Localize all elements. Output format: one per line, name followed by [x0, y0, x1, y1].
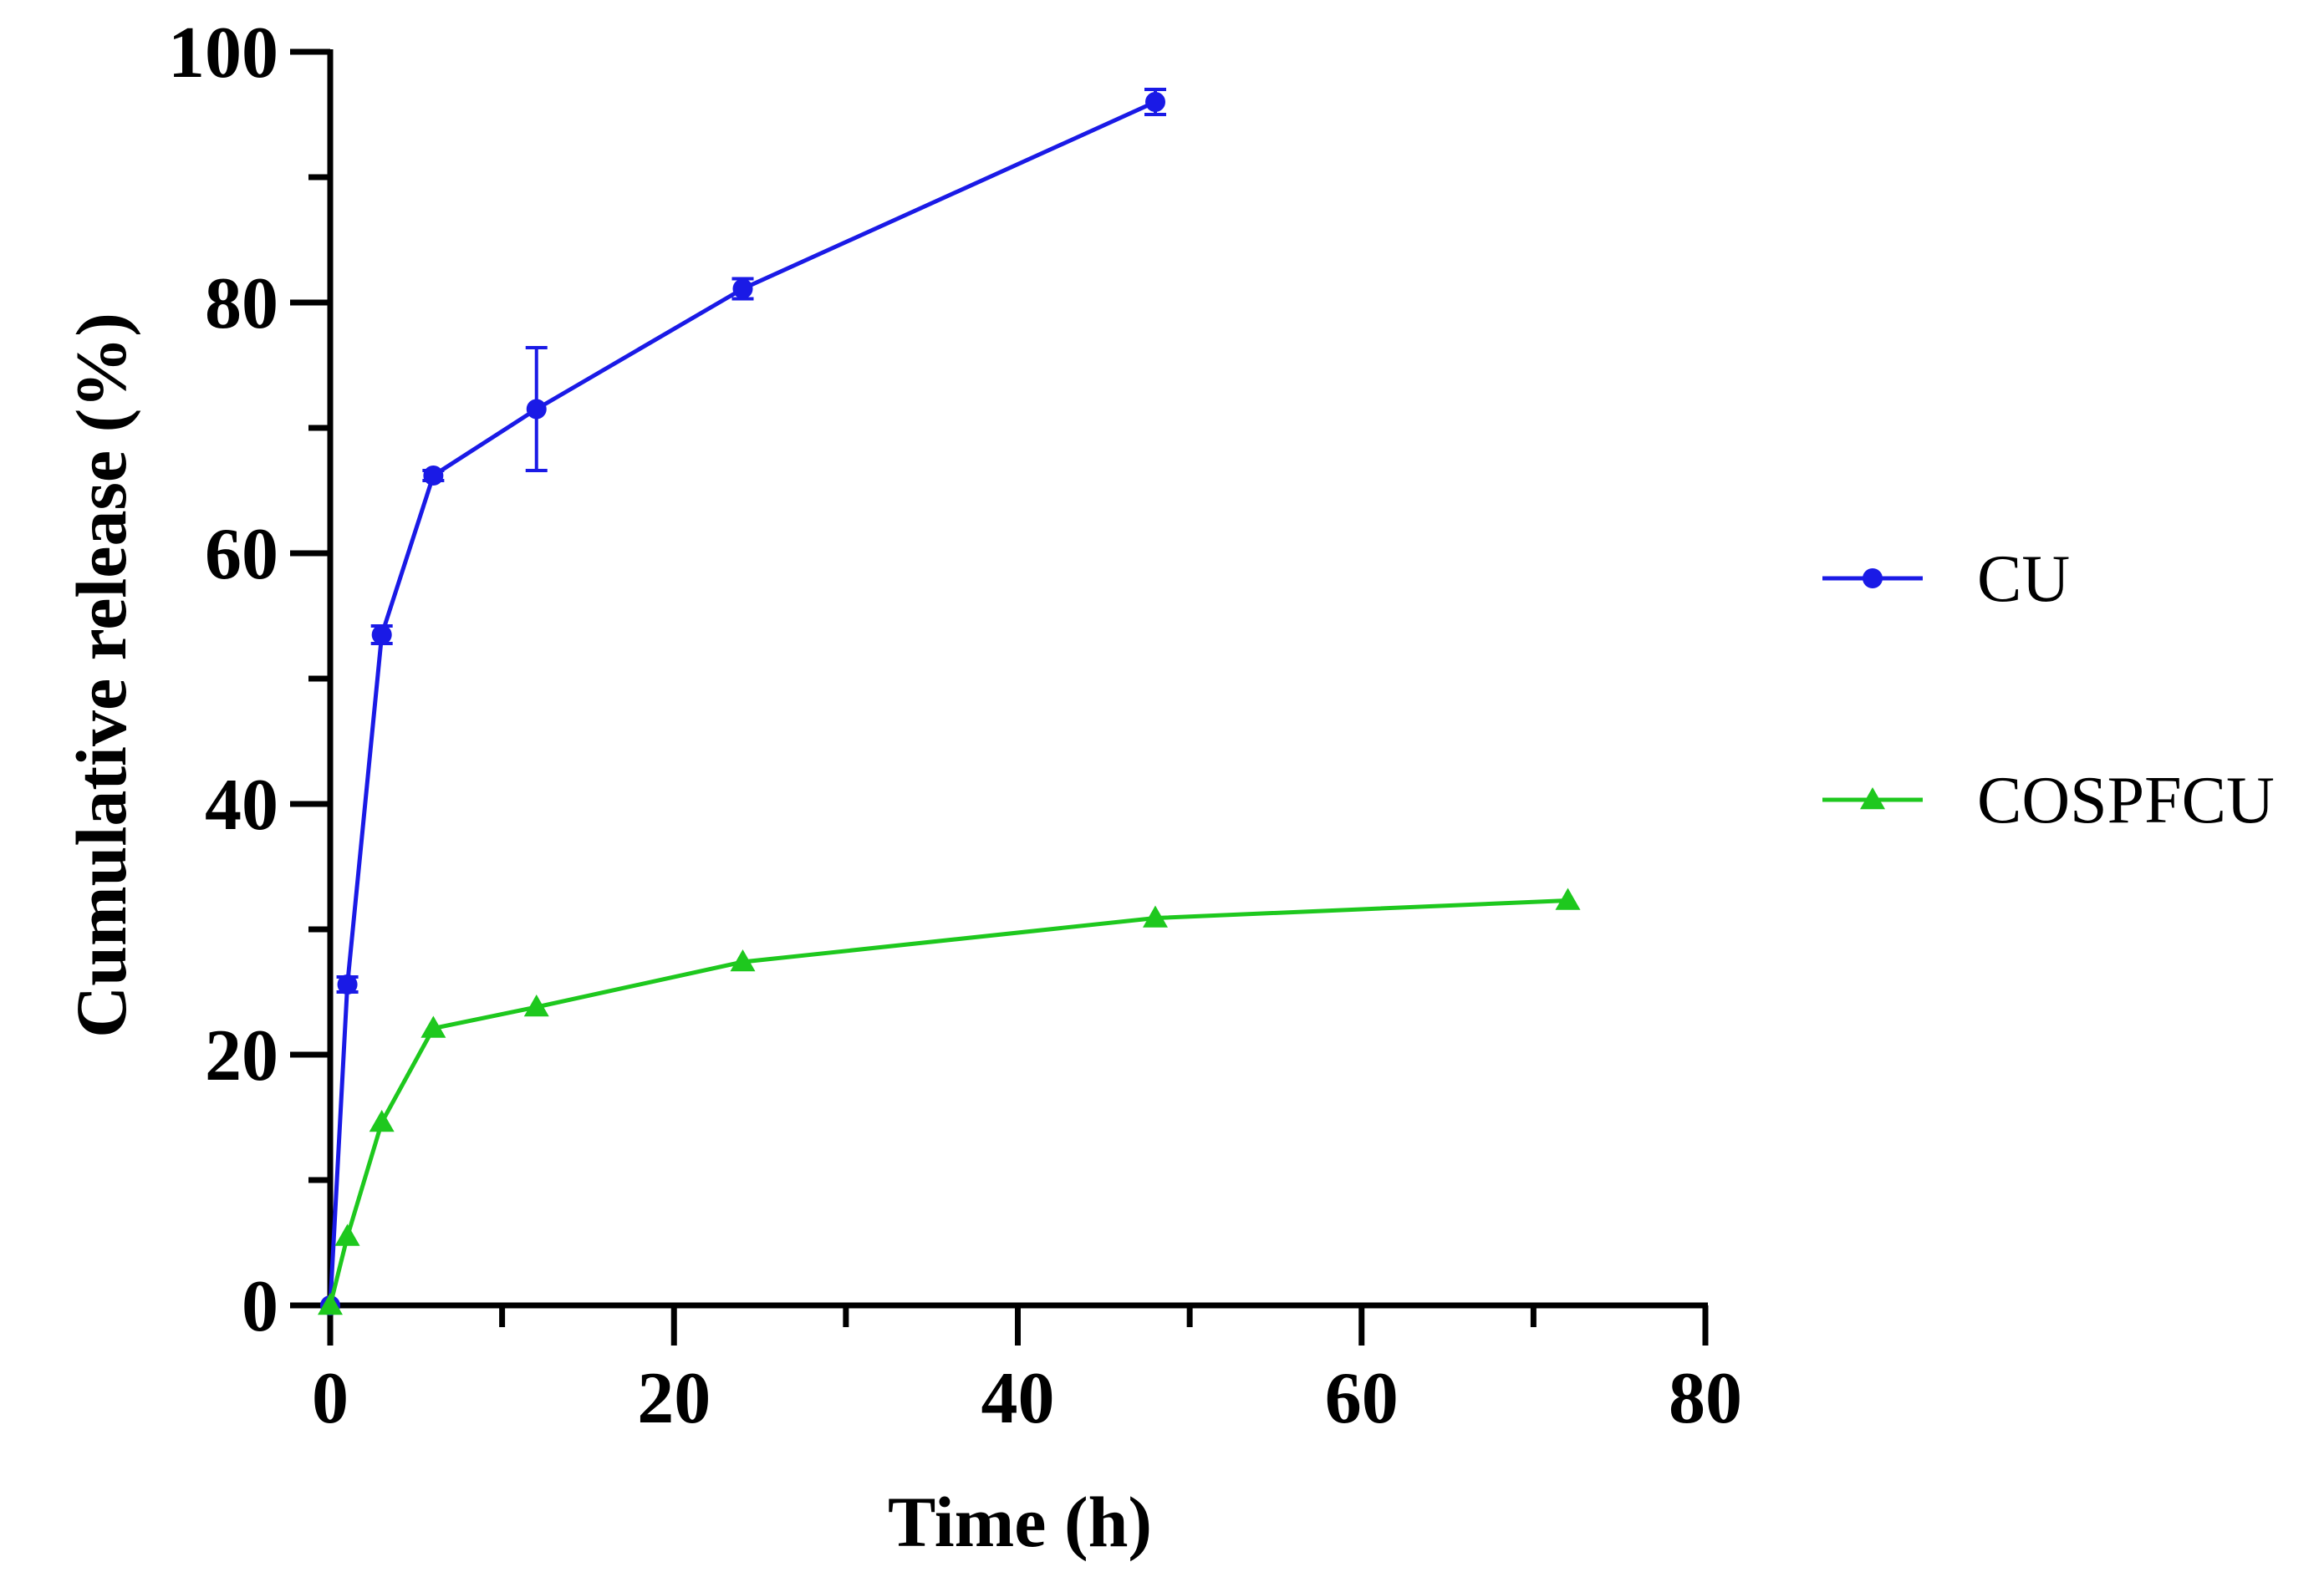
legend-marker-cu [1863, 568, 1883, 588]
data-point-cospfcu [523, 995, 549, 1017]
data-point-cospfcu [420, 1015, 446, 1038]
data-point-cospfcu [1143, 905, 1168, 928]
legend-item-cospfcu: COSPFCU [1822, 764, 2275, 837]
series-line-cospfcu [328, 898, 1568, 1306]
legend-label-cu: CU [1977, 542, 2070, 616]
data-point-cu [732, 278, 753, 299]
x-tick-label: 80 [1669, 1358, 1742, 1439]
data-point-cu [337, 974, 358, 995]
data-point-cu [526, 399, 547, 420]
series-cu [320, 88, 1166, 1315]
legend-marker-cospfcu [1860, 787, 1885, 810]
y-tick-label: 80 [205, 263, 278, 344]
x-tick-label: 0 [312, 1358, 349, 1439]
data-point-cospfcu [318, 1293, 343, 1315]
y-axis-title: Cumulative release (%) [61, 313, 141, 1038]
y-tick-label: 60 [205, 514, 278, 595]
y-tick-label: 40 [205, 765, 278, 846]
y-tick-label: 100 [168, 13, 278, 94]
x-tick-label: 20 [637, 1358, 711, 1439]
data-point-cospfcu [334, 1224, 360, 1246]
data-point-cospfcu [1555, 888, 1581, 910]
data-point-cospfcu [369, 1110, 395, 1132]
x-axis-title: Time (h) [888, 1482, 1152, 1562]
axes: 0 20 40 60 80 100 0 20 40 60 80 [168, 13, 1742, 1439]
legend-label-cospfcu: COSPFCU [1977, 764, 2275, 837]
legend: CU COSPFCU [1822, 542, 2275, 837]
legend-item-cu: CU [1822, 542, 2070, 616]
series-cospfcu [318, 888, 1581, 1315]
data-point-cu [1145, 92, 1165, 112]
data-point-cu [423, 465, 444, 486]
y-tick-label: 0 [242, 1266, 278, 1347]
x-tick-label: 40 [981, 1358, 1055, 1439]
data-point-cu [371, 624, 392, 645]
x-tick-label: 60 [1325, 1358, 1399, 1439]
y-tick-label: 20 [205, 1015, 278, 1096]
series-layer [318, 88, 1581, 1315]
data-point-cospfcu [730, 949, 756, 972]
